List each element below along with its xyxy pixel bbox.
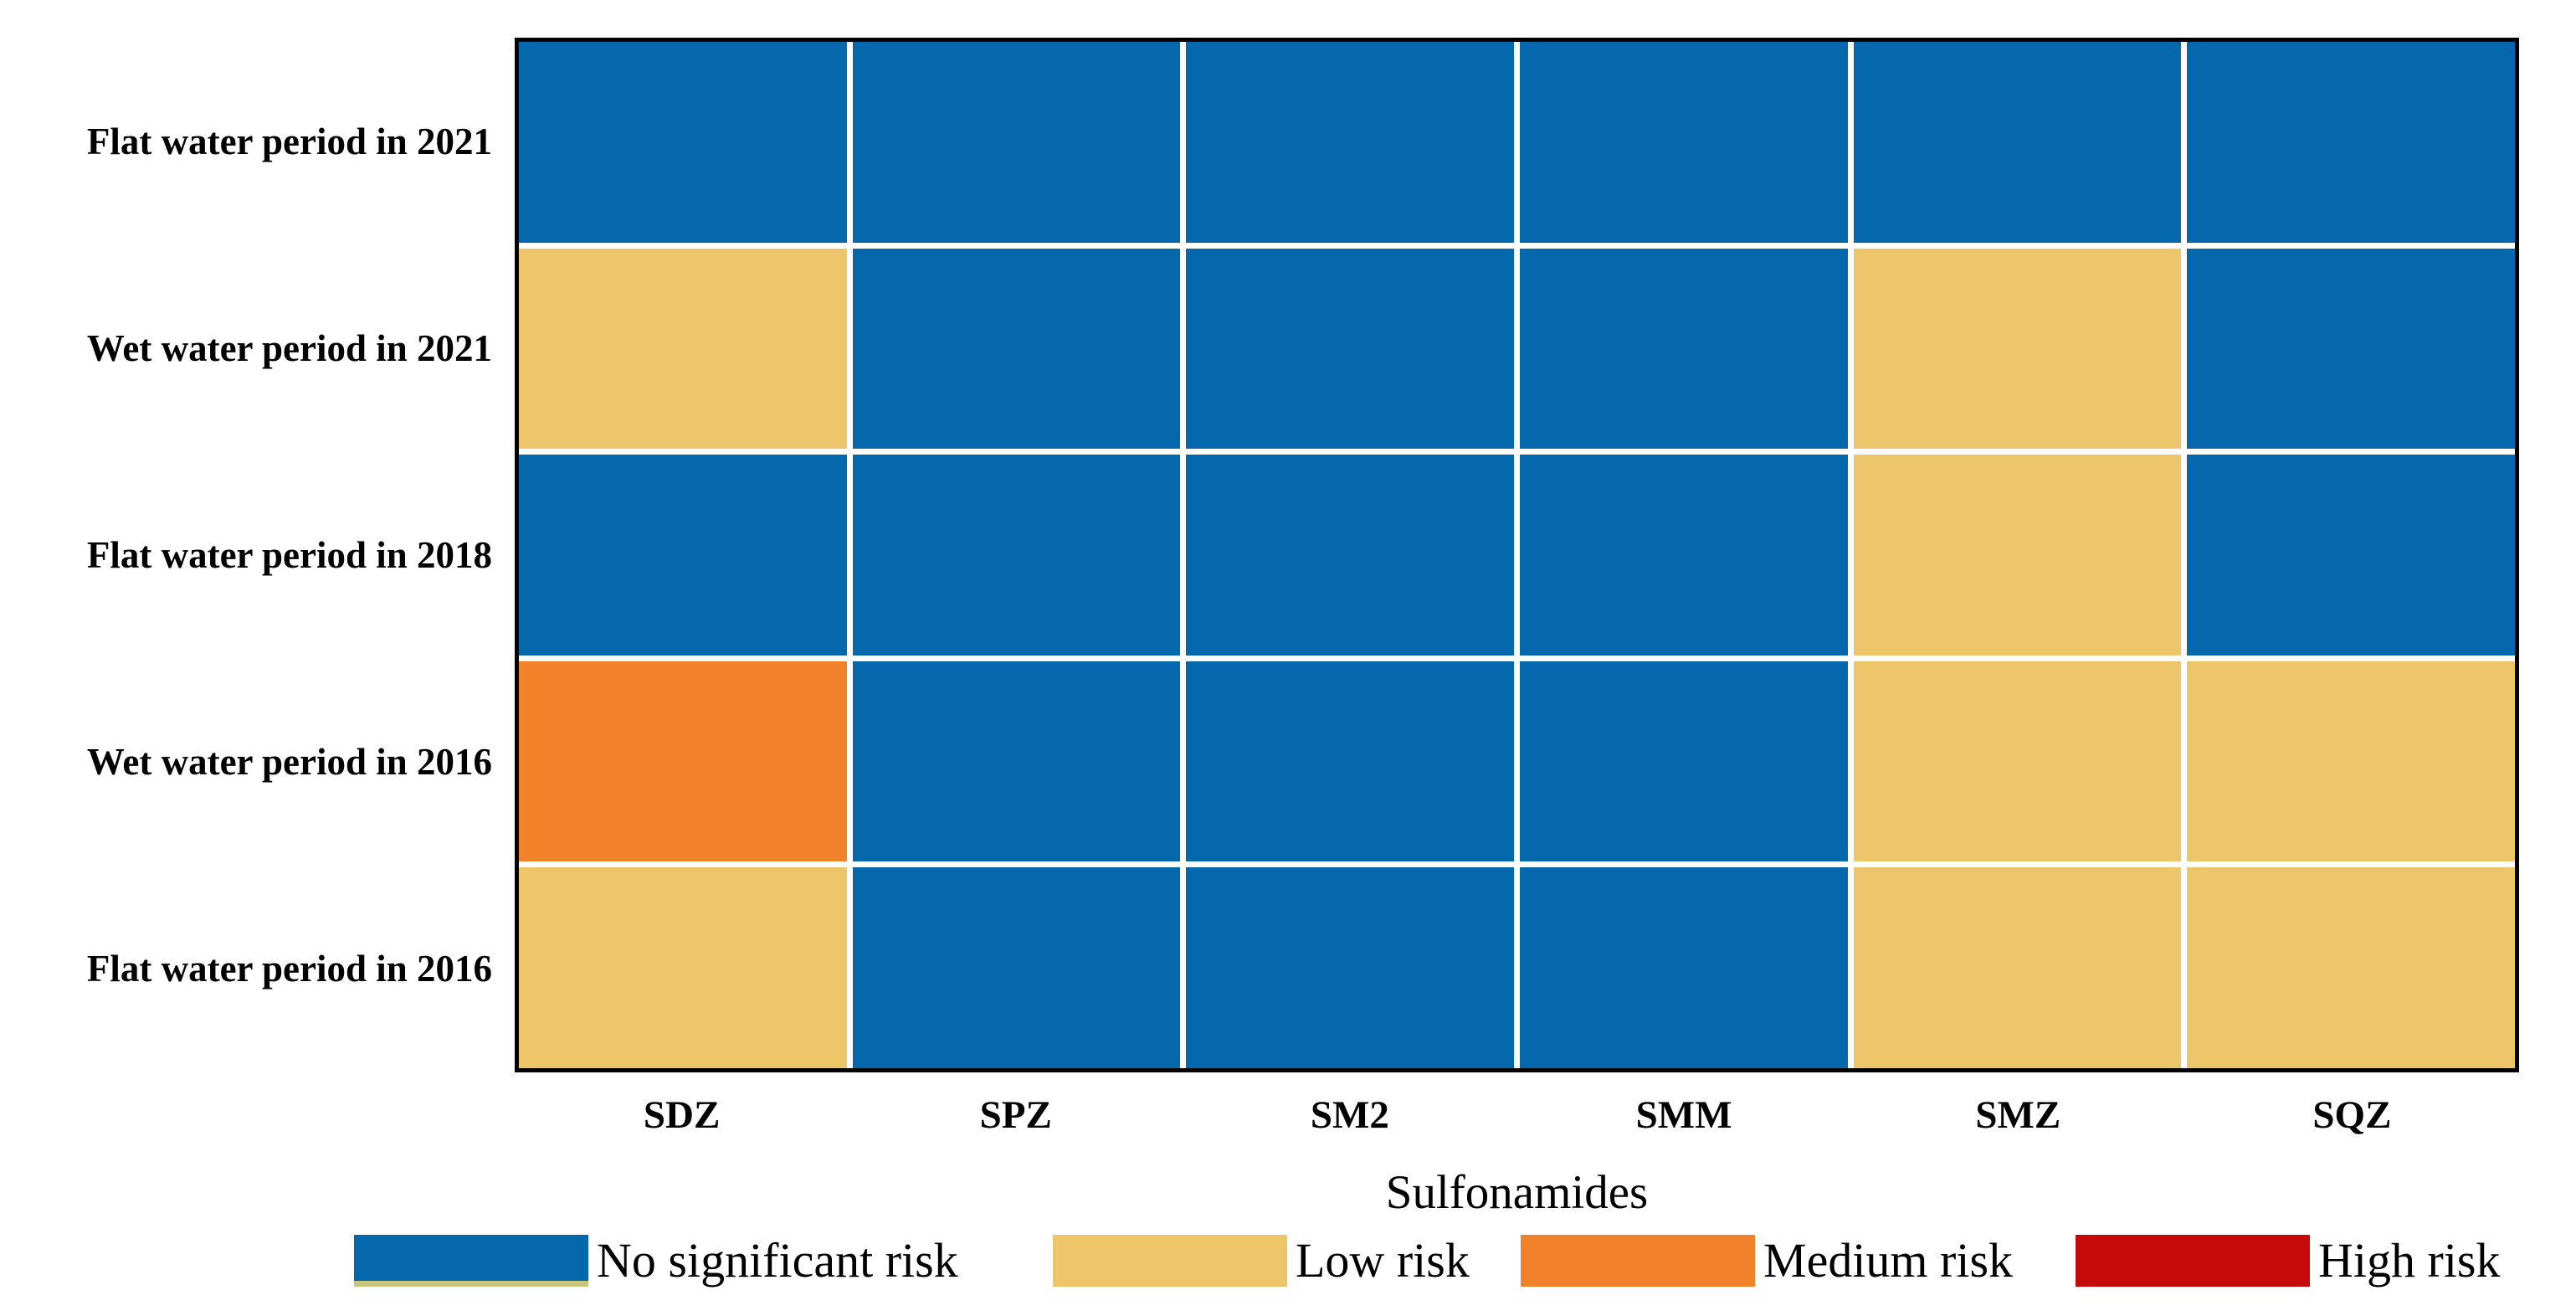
heatmap-cell — [2187, 455, 2515, 655]
heatmap-cell — [2187, 867, 2515, 1068]
legend-item-high: High risk — [2076, 1235, 2501, 1287]
heatmap-cell — [1186, 42, 1514, 243]
heatmap-cell — [1519, 248, 1848, 450]
heatmap-cell — [1519, 455, 1848, 655]
heatmap-cell — [519, 867, 847, 1068]
legend-item-low: Low risk — [1053, 1235, 1470, 1287]
heatmap-cell — [1853, 867, 2182, 1068]
heatmap-cell — [1853, 42, 2182, 243]
y-axis-label: Flat water period in 2021 — [86, 120, 492, 162]
legend-label: Low risk — [1296, 1233, 1470, 1288]
y-axis-label: Wet water period in 2016 — [86, 741, 492, 784]
y-axis-label: Flat water period in 2018 — [86, 534, 492, 576]
legend-swatch-high — [2076, 1235, 2310, 1287]
legend-label: Medium risk — [1763, 1233, 2014, 1288]
y-axis-label: Wet water period in 2021 — [86, 326, 492, 369]
heatmap-cell — [852, 42, 1181, 243]
heatmap-cell — [852, 248, 1181, 450]
y-axis-label: Flat water period in 2016 — [86, 948, 492, 990]
legend-item-medium: Medium risk — [1521, 1235, 2013, 1287]
heatmap-cell — [1853, 661, 2182, 862]
heatmap-cell — [1186, 455, 1514, 655]
heatmap-cell — [1519, 867, 1848, 1068]
legend-swatch-low — [1053, 1235, 1287, 1287]
y-axis-labels: Flat water period in 2021 Wet water perio… — [0, 38, 492, 1072]
heatmap-cell — [1186, 661, 1514, 862]
heatmap-cell — [2187, 42, 2515, 243]
legend-item-no: No significant risk — [354, 1235, 958, 1287]
x-axis-tick-label: SMZ — [1975, 1093, 2061, 1137]
heatmap-cell — [852, 661, 1181, 862]
heatmap-cell — [1186, 867, 1514, 1068]
heatmap-cell — [2187, 248, 2515, 450]
heatmap-cell — [1853, 455, 2182, 655]
x-axis-tick-label: SPZ — [979, 1093, 1052, 1137]
heatmap-grid — [515, 38, 2519, 1072]
x-axis-tick-labels: SDZ SPZ SM2 SMM SMZ SQZ — [515, 1092, 2519, 1138]
legend-swatch-no — [354, 1235, 588, 1287]
heatmap-cell — [1186, 248, 1514, 450]
x-axis-tick-label: SQZ — [2312, 1093, 2392, 1137]
x-axis-title: Sulfonamides — [1385, 1166, 1649, 1219]
heatmap-cell — [852, 867, 1181, 1068]
heatmap-cell — [519, 661, 847, 862]
heatmap-cell — [2187, 661, 2515, 862]
heatmap-cell — [519, 455, 847, 655]
x-axis-tick-label: SMM — [1635, 1093, 1732, 1137]
legend-swatch-medium — [1521, 1235, 1755, 1287]
heatmap-cell — [1519, 661, 1848, 862]
heatmap-cell — [1853, 248, 2182, 450]
heatmap-cell — [1519, 42, 1848, 243]
heatmap-cell — [852, 455, 1181, 655]
heatmap-cell — [519, 42, 847, 243]
heatmap-cell — [519, 248, 847, 450]
x-axis-tick-label: SDZ — [643, 1093, 721, 1137]
legend-label: No significant risk — [597, 1233, 958, 1288]
x-axis-tick-label: SM2 — [1310, 1093, 1389, 1137]
legend-label: High risk — [2318, 1233, 2501, 1288]
